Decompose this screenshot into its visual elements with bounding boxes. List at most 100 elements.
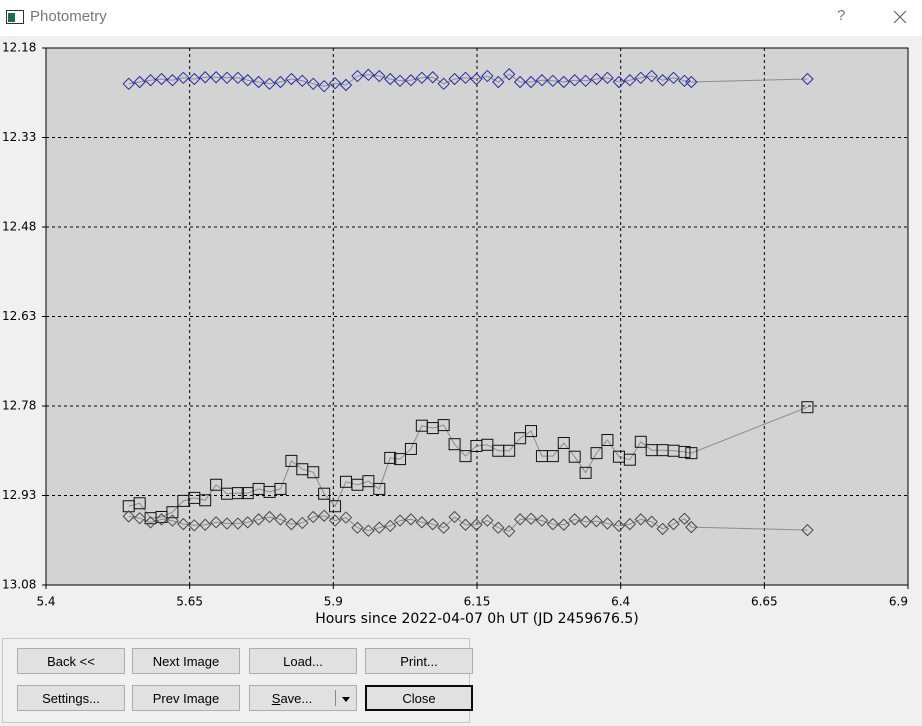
diamond-marker [209, 71, 223, 84]
diamond-marker [384, 519, 397, 533]
square-marker [557, 436, 570, 449]
diamond-marker [144, 516, 157, 529]
diamond-marker [404, 513, 418, 526]
button[interactable]: Load... [249, 648, 357, 674]
square-marker [362, 475, 375, 488]
diamond-marker [579, 515, 592, 528]
button[interactable]: Close [365, 685, 473, 711]
diamond-marker [623, 517, 637, 531]
x-tick-label: 6.4 [611, 595, 630, 609]
diamond-marker [252, 513, 265, 526]
diamond-marker [231, 517, 245, 530]
diamond-marker [546, 74, 560, 88]
diamond-marker [155, 513, 168, 526]
square-marker [373, 482, 386, 495]
diamond-marker [393, 514, 407, 527]
diamond-marker [801, 523, 814, 537]
diamond-marker [426, 71, 439, 84]
square-marker [801, 401, 814, 414]
diamond-marker [568, 513, 581, 526]
diamond-marker [241, 74, 254, 87]
diamond-marker [155, 72, 168, 86]
diamond-marker [470, 72, 483, 86]
square-marker [590, 447, 603, 460]
dropdown-arrow[interactable] [342, 697, 350, 702]
diamond-marker [373, 69, 386, 83]
square-marker [404, 442, 417, 455]
diamond-marker [144, 74, 157, 87]
diamond-marker [634, 71, 647, 85]
button[interactable]: Prev Image [132, 685, 240, 711]
button[interactable]: Settings... [17, 685, 125, 711]
diamond-marker [623, 74, 637, 87]
diamond-marker [492, 75, 505, 89]
diamond-marker [166, 74, 179, 87]
square-marker [678, 445, 691, 458]
diamond-marker [393, 74, 407, 88]
diamond-marker [685, 75, 698, 89]
diamond-marker [351, 69, 364, 83]
diamond-marker [426, 517, 439, 531]
diamond-marker [198, 71, 212, 84]
split-divider [335, 690, 336, 706]
diamond-marker [459, 518, 472, 531]
button[interactable]: Back << [17, 648, 125, 674]
diamond-marker [198, 518, 212, 531]
button[interactable]: Print... [365, 648, 473, 674]
y-tick-label: 12.33 [2, 130, 36, 144]
diamond-marker [188, 72, 201, 86]
app-icon [6, 10, 24, 24]
diamond-marker [384, 72, 397, 86]
diamond-marker [328, 76, 342, 90]
square-marker [166, 506, 179, 519]
series-line [128, 515, 808, 532]
diamond-marker [634, 513, 647, 526]
chart: Hours since 2022-04-07 0h UT (JD 2459676… [2, 41, 909, 627]
diamond-marker [524, 512, 538, 525]
button[interactable]: Save... [249, 685, 357, 711]
diamond-marker [166, 514, 179, 527]
diamond-marker [122, 510, 135, 523]
button-label: Back << [47, 653, 95, 669]
button-label: Next Image [152, 653, 220, 669]
diamond-marker [351, 521, 364, 534]
diamond-marker [241, 516, 254, 529]
diamond-marker [513, 513, 527, 526]
diamond-marker [502, 525, 516, 538]
diamond-marker [209, 516, 223, 529]
diamond-marker [317, 509, 331, 522]
square-marker [437, 419, 450, 432]
diamond-marker [612, 75, 626, 89]
y-tick-label: 12.63 [2, 309, 36, 323]
button[interactable]: Next Image [132, 648, 240, 674]
diamond-marker [448, 72, 461, 86]
diamond-marker [177, 517, 190, 531]
diamond-marker [645, 69, 658, 83]
square-marker [329, 500, 342, 513]
x-tick-label: 6.15 [464, 595, 491, 609]
button-group: Back << Next Image Load... Print... Settings… [2, 638, 473, 723]
diamond-marker [328, 514, 342, 527]
diamond-marker [177, 71, 190, 85]
diamond-marker [307, 77, 320, 91]
help-button[interactable]: ? [837, 7, 846, 24]
diamond-marker [590, 72, 603, 86]
square-marker [318, 487, 331, 500]
plot-area [45, 47, 909, 586]
diamond-marker [557, 518, 570, 531]
button-label: Prev Image [152, 690, 220, 706]
x-tick-label: 5.4 [36, 595, 55, 609]
diamond-marker [133, 511, 146, 525]
square-marker [685, 447, 698, 460]
diamond-marker [481, 514, 494, 527]
diamond-marker [524, 75, 538, 89]
window-title: Photometry [30, 8, 107, 25]
square-marker [199, 494, 212, 507]
y-tick-label: 12.18 [2, 41, 36, 55]
diamond-marker [404, 74, 418, 87]
diamond-marker [579, 74, 592, 88]
diamond-marker [502, 68, 516, 81]
diamond-marker [459, 71, 472, 85]
diamond-marker [656, 522, 669, 536]
close-window[interactable] [893, 10, 907, 24]
